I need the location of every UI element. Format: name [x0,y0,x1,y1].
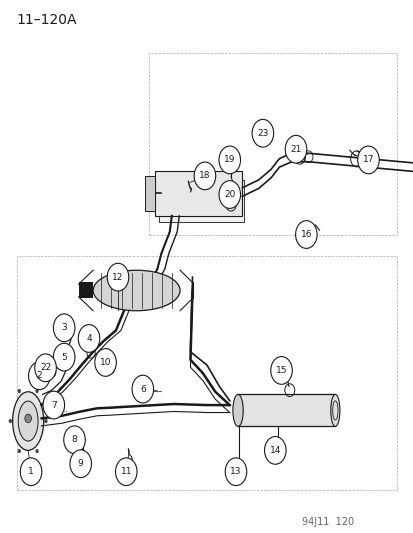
Text: 16: 16 [300,230,311,239]
Circle shape [9,419,12,423]
Ellipse shape [232,394,243,426]
Text: 11–120A: 11–120A [17,13,77,27]
Ellipse shape [330,394,339,426]
Circle shape [20,458,42,486]
Text: 13: 13 [230,467,241,476]
Circle shape [115,458,137,486]
Text: 1: 1 [28,467,34,476]
Circle shape [36,449,39,453]
Ellipse shape [18,401,38,441]
Text: 11: 11 [120,467,132,476]
Circle shape [17,449,21,453]
Text: 94J11  120: 94J11 120 [301,516,354,527]
Circle shape [132,375,153,403]
Ellipse shape [93,270,180,311]
Text: 12: 12 [112,273,123,281]
Text: 10: 10 [100,358,111,367]
Text: 6: 6 [140,385,145,393]
Circle shape [53,343,75,371]
Text: 17: 17 [362,156,373,164]
Text: 19: 19 [223,156,235,164]
Circle shape [270,357,292,384]
Bar [158,180,244,222]
Circle shape [225,458,246,486]
Circle shape [252,119,273,147]
Circle shape [64,426,85,454]
Text: 23: 23 [256,129,268,138]
Circle shape [28,362,50,390]
Circle shape [357,146,378,174]
Text: 9: 9 [78,459,83,468]
Text: 18: 18 [199,172,210,180]
Text: 22: 22 [40,364,51,372]
Circle shape [264,437,285,464]
Text: 2: 2 [36,372,42,380]
Text: 3: 3 [61,324,67,332]
Bar [145,176,155,211]
Text: 5: 5 [61,353,67,361]
Text: 7: 7 [51,401,57,409]
Circle shape [107,263,128,291]
Text: 15: 15 [275,366,287,375]
Circle shape [53,314,75,342]
Circle shape [95,349,116,376]
Circle shape [25,414,31,423]
Text: 20: 20 [223,190,235,199]
Circle shape [194,162,215,190]
Text: 14: 14 [269,446,280,455]
Circle shape [35,354,56,382]
Circle shape [295,221,316,248]
Ellipse shape [13,392,44,450]
FancyArrow shape [78,282,93,298]
Text: 21: 21 [290,145,301,154]
Circle shape [70,450,91,478]
Circle shape [36,389,39,393]
Text: 4: 4 [86,334,92,343]
Circle shape [218,181,240,208]
Circle shape [44,419,47,423]
Text: 8: 8 [71,435,77,444]
Circle shape [17,389,21,393]
Circle shape [43,391,64,419]
Circle shape [285,135,306,163]
Bar [155,171,242,216]
Circle shape [78,325,100,352]
Circle shape [218,146,240,174]
